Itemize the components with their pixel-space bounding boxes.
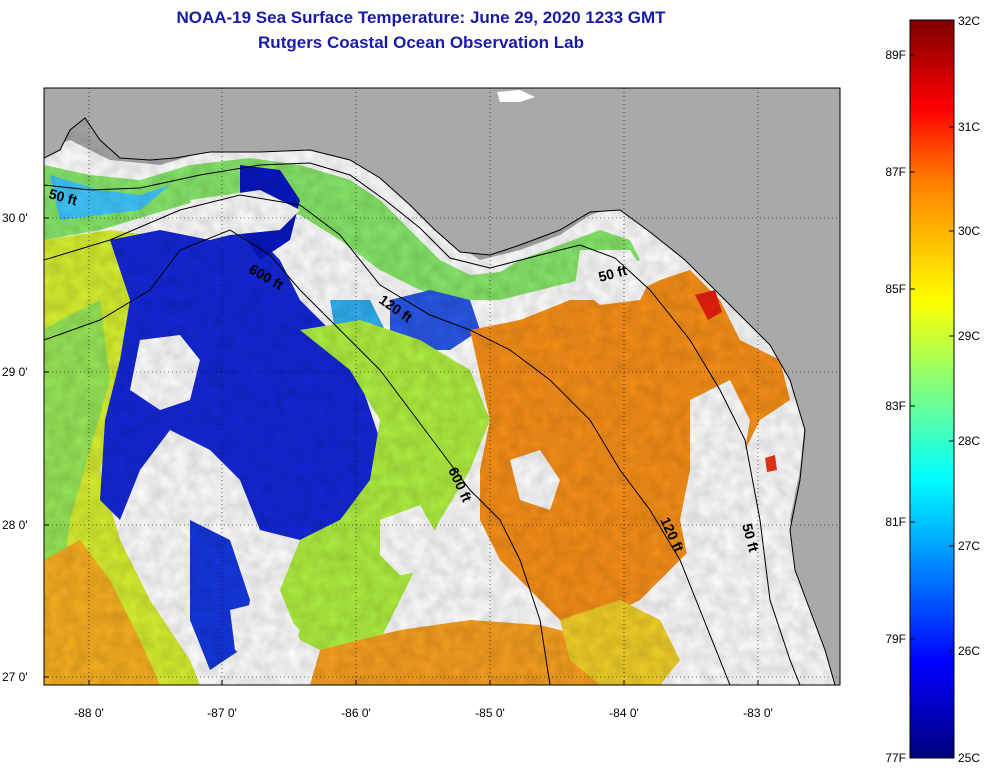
colorbar-f-label: 83F <box>885 399 906 413</box>
map-subtitle: Rutgers Coastal Ocean Observation Lab <box>258 33 584 52</box>
colorbar-c-label: 31C <box>958 120 980 134</box>
x-tick-label: -87 0' <box>207 706 237 720</box>
colorbar-f-label: 79F <box>885 632 906 646</box>
colorbar-f-label: 85F <box>885 282 906 296</box>
y-tick-label: 29 0' <box>2 365 28 379</box>
y-tick-label: 27 0' <box>2 670 28 684</box>
colorbar-c-label: 29C <box>958 329 980 343</box>
colorbar-c-label: 26C <box>958 644 980 658</box>
florida-land <box>44 88 840 685</box>
colorbar-c-label: 25C <box>958 751 980 765</box>
colorbar-f-label: 77F <box>885 751 906 765</box>
colorbar-c-label: 32C <box>958 14 980 28</box>
contour-label-50ft: 50 ft <box>47 185 79 208</box>
colorbar-c-label: 30C <box>958 224 980 238</box>
contour-label-50ft: 50 ft <box>739 522 762 554</box>
colorbar-f-label: 87F <box>885 165 906 179</box>
x-tick-label: -85 0' <box>475 706 505 720</box>
axis-ticks <box>44 217 759 685</box>
x-tick-label: -84 0' <box>609 706 639 720</box>
x-tick-label: -88 0' <box>74 706 104 720</box>
grid-lines <box>44 88 840 685</box>
colorbar-frame <box>909 19 955 759</box>
contour-600ft <box>44 229 551 685</box>
y-tick-label: 30 0' <box>2 211 28 225</box>
x-tick-label: -83 0' <box>743 706 773 720</box>
colorbar-c-label: 27C <box>958 539 980 553</box>
coastline <box>44 117 836 685</box>
map-area <box>44 88 840 685</box>
island <box>497 90 535 102</box>
contour-50ft <box>44 162 801 685</box>
colorbar-f-label: 89F <box>885 48 906 62</box>
y-tick-label: 28 0' <box>2 518 28 532</box>
map-frame <box>43 87 841 686</box>
contour-label-50ft: 50 ft <box>597 262 629 285</box>
colorbar-ticks <box>910 54 954 652</box>
colorbar-f-label: 81F <box>885 515 906 529</box>
colorbar <box>910 20 954 758</box>
x-tick-label: -86 0' <box>341 706 371 720</box>
colorbar-c-label: 28C <box>958 434 980 448</box>
map-title: NOAA-19 Sea Surface Temperature: June 29… <box>176 8 666 27</box>
